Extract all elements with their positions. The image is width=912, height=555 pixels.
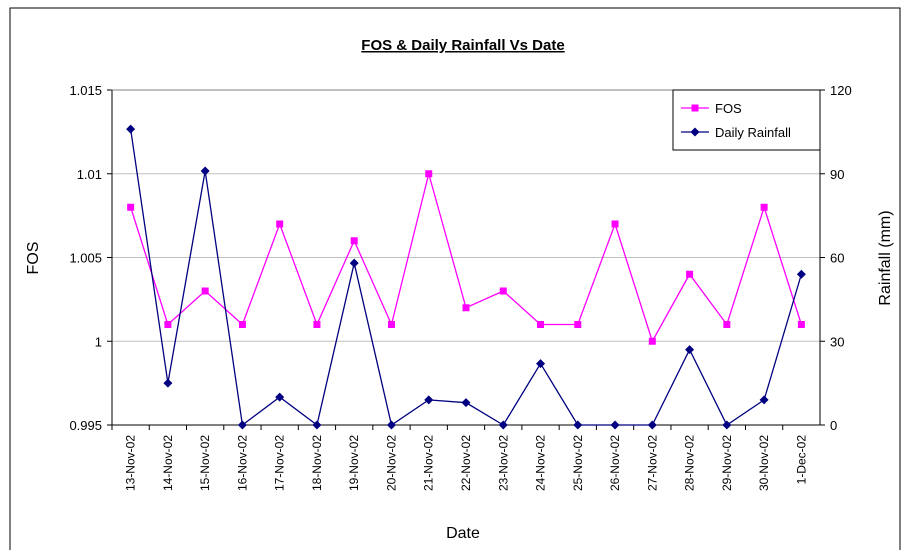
y2-tick-label: 90 (830, 167, 844, 182)
point (387, 321, 395, 328)
point (276, 220, 284, 228)
y-tick-label: 1.015 (69, 83, 102, 98)
point (796, 269, 806, 279)
point (275, 392, 285, 402)
legend: FOS Daily Rainfall (672, 89, 821, 151)
point (164, 321, 172, 328)
point (200, 166, 210, 176)
y-tick-label: 1.01 (77, 167, 102, 182)
point (201, 287, 209, 295)
legend-label: FOS (715, 101, 742, 116)
legend-marker (691, 104, 699, 112)
point (536, 359, 546, 369)
point (573, 420, 583, 430)
y-tick-label: 1 (95, 334, 102, 349)
chart-title: FOS & Daily Rainfall Vs Date (361, 37, 564, 54)
point (537, 321, 545, 328)
y-axis-label: FOS (25, 242, 42, 275)
point (498, 420, 508, 430)
y2-tick-label: 0 (830, 418, 837, 433)
point (648, 337, 656, 345)
point (797, 321, 805, 328)
point (722, 420, 732, 430)
point (611, 220, 619, 228)
point (238, 321, 246, 328)
point (127, 203, 135, 211)
y2-tick-label: 120 (830, 83, 852, 98)
x-tick-label: 17-Nov-02 (273, 435, 287, 491)
x-tick-label: 29-Nov-02 (720, 435, 734, 491)
point (610, 420, 620, 430)
point (461, 398, 471, 408)
point (425, 170, 433, 178)
point (647, 420, 657, 430)
x-tick-label: 1-Dec-02 (794, 435, 808, 485)
x-tick-label: 13-Nov-02 (124, 435, 138, 491)
point (424, 395, 434, 405)
x-tick-label: 28-Nov-02 (683, 435, 697, 491)
x-tick-label: 19-Nov-02 (347, 435, 361, 491)
legend-marker (690, 127, 700, 137)
y2-tick-label: 60 (830, 251, 844, 266)
x-tick-label: 25-Nov-02 (571, 435, 585, 491)
point (685, 345, 695, 355)
point (574, 321, 582, 328)
x-tick-label: 18-Nov-02 (310, 435, 324, 491)
y2-tick-label: 30 (830, 334, 844, 349)
point (386, 420, 396, 430)
point (723, 321, 731, 328)
point (163, 378, 173, 388)
point (349, 258, 359, 268)
x-tick-label: 24-Nov-02 (534, 435, 548, 491)
x-tick-label: 27-Nov-02 (645, 435, 659, 491)
point (462, 304, 470, 312)
x-tick-label: 21-Nov-02 (422, 435, 436, 491)
x-tick-label: 23-Nov-02 (496, 435, 510, 491)
point (686, 270, 694, 278)
y-tick-label: 0.995 (69, 418, 102, 433)
point (237, 420, 247, 430)
point (312, 420, 322, 430)
legend-box (672, 89, 821, 151)
x-axis-label: Date (446, 525, 480, 542)
point (126, 124, 136, 134)
y-tick-label: 1.005 (69, 251, 102, 266)
x-tick-label: 20-Nov-02 (384, 435, 398, 491)
point (760, 203, 768, 211)
point (499, 287, 507, 295)
point (350, 237, 358, 245)
x-tick-label: 15-Nov-02 (198, 435, 212, 491)
y2-axis-label: Rainfall (mm) (877, 210, 894, 305)
x-tick-label: 26-Nov-02 (608, 435, 622, 491)
point (759, 395, 769, 405)
point (313, 321, 321, 328)
x-tick-label: 14-Nov-02 (161, 435, 175, 491)
legend-label: Daily Rainfall (715, 125, 791, 140)
x-tick-label: 22-Nov-02 (459, 435, 473, 491)
x-tick-label: 30-Nov-02 (757, 435, 771, 491)
x-tick-label: 16-Nov-02 (235, 435, 249, 491)
